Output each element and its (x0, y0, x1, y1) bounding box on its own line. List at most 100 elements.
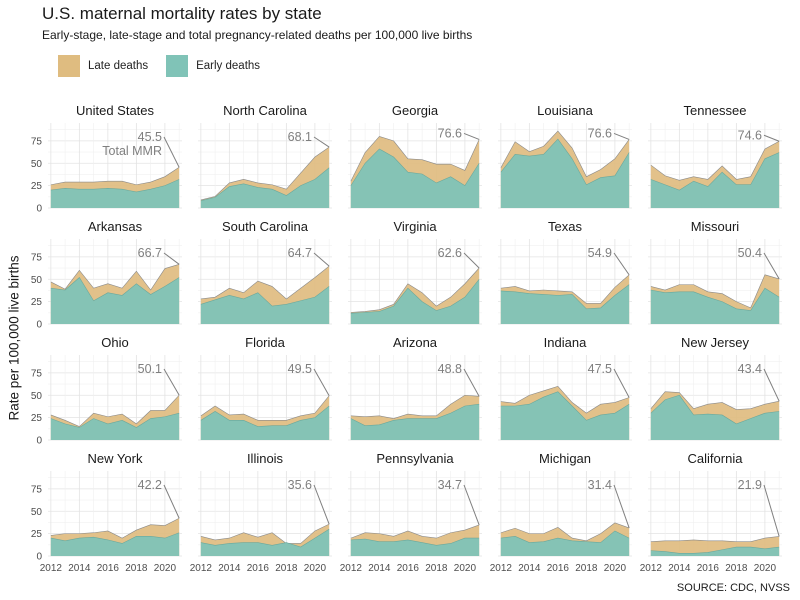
total-line-arkansas (50, 264, 180, 291)
x-tick-label: 2020 (304, 563, 327, 574)
early-line-north-carolina (200, 167, 330, 202)
y-tick-label: 75 (31, 136, 43, 147)
x-tick-label: 2012 (640, 563, 663, 574)
y-tick-label: 0 (36, 320, 42, 331)
total-line-south-carolina (200, 265, 330, 300)
annotation-leader-florida (313, 368, 330, 396)
panel-title-pennsylvania: Pennsylvania (376, 451, 454, 466)
y-tick-label: 50 (31, 507, 43, 518)
y-tick-label: 0 (36, 552, 42, 563)
annotation-leader-virginia (463, 252, 480, 269)
annotation-leader-new-york (163, 484, 180, 519)
panel-title-north-carolina: North Carolina (223, 103, 308, 118)
early-line-ohio (50, 412, 180, 428)
legend-swatch-late (58, 55, 80, 77)
early-line-texas (500, 284, 630, 310)
early-line-illinois (200, 528, 330, 548)
early-deaths-area-tennessee (650, 152, 780, 208)
total-line-new-jersey (650, 391, 780, 410)
annotation-leader-new-jersey (763, 368, 780, 402)
legend-item-late: Late deaths (58, 55, 148, 77)
annotation-value-pennsylvania: 34.7 (438, 478, 462, 492)
panel-title-louisiana: Louisiana (537, 103, 593, 118)
total-line-california (650, 536, 780, 542)
early-deaths-area-arkansas (50, 277, 180, 324)
legend-label-early: Early deaths (196, 60, 261, 72)
legend-swatch-early (166, 55, 189, 77)
early-deaths-area-virginia (350, 279, 480, 324)
total-line-texas (500, 274, 630, 304)
early-line-louisiana (500, 138, 630, 186)
total-line-michigan (500, 522, 630, 542)
early-line-michigan (500, 530, 630, 543)
x-tick-label: 2014 (68, 563, 91, 574)
annotation-value-new-jersey: 43.4 (738, 362, 762, 376)
annotation-leader-louisiana (613, 132, 630, 140)
panel-title-virginia: Virginia (393, 219, 437, 234)
early-deaths-area-michigan (500, 530, 630, 556)
early-line-florida (200, 405, 330, 427)
panel-title-california: California (688, 451, 744, 466)
annotation-leader-texas (613, 252, 630, 276)
chart-subtitle: Early-stage, late-stage and total pregna… (42, 28, 473, 42)
legend: Late deaths Early deaths (58, 55, 278, 77)
annotation-value-arkansas: 66.7 (138, 246, 162, 260)
early-line-missouri (650, 287, 780, 311)
total-line-indiana (500, 385, 630, 414)
annotation-value-south-carolina: 64.7 (288, 246, 312, 260)
early-deaths-area-pennsylvania (350, 538, 480, 556)
early-deaths-area-texas (500, 284, 630, 324)
panel-title-united-states: United States (76, 103, 155, 118)
early-line-california (650, 546, 780, 554)
early-line-tennessee (650, 152, 780, 191)
total-line-united-states (50, 167, 180, 186)
y-tick-label: 25 (31, 529, 43, 540)
total-line-georgia (350, 136, 480, 182)
annotation-value-florida: 49.5 (288, 362, 312, 376)
x-tick-label: 2018 (275, 563, 298, 574)
early-deaths-area-united-states (50, 179, 180, 208)
annotation-leader-california (763, 484, 780, 537)
legend-label-late: Late deaths (88, 60, 149, 72)
early-deaths-area-arizona (350, 404, 480, 440)
panel-title-new-jersey: New Jersey (681, 335, 749, 350)
x-tick-label: 2014 (668, 563, 691, 574)
annotation-value-missouri: 50.4 (738, 246, 762, 260)
x-tick-label: 2016 (97, 563, 120, 574)
early-line-pennsylvania (350, 537, 480, 546)
total-line-new-york (50, 517, 180, 539)
total-line-missouri (650, 274, 780, 309)
annotation-value-virginia: 62.6 (438, 246, 462, 260)
early-deaths-area-missouri (650, 288, 780, 324)
annotation-leader-missouri (763, 252, 780, 280)
total-line-pennsylvania (350, 524, 480, 539)
y-tick-label: 50 (31, 275, 43, 286)
total-line-tennessee (650, 140, 780, 181)
x-tick-label: 2016 (247, 563, 270, 574)
annotation-leader-indiana (613, 368, 630, 398)
y-tick-label: 50 (31, 391, 43, 402)
chart-title: U.S. maternal mortality rates by state (42, 4, 322, 23)
early-deaths-area-louisiana (500, 139, 630, 208)
annotation-leader-georgia (463, 132, 480, 140)
annotation-leader-arkansas (163, 252, 180, 265)
annotation-total-mmr: Total MMR (102, 144, 162, 158)
early-deaths-area-georgia (350, 148, 480, 208)
early-deaths-area-south-carolina (200, 286, 330, 324)
y-tick-label: 0 (36, 436, 42, 447)
early-line-indiana (500, 391, 630, 421)
annotation-value-georgia: 76.6 (438, 126, 462, 140)
early-deaths-area-new-jersey (650, 395, 780, 440)
annotation-leader-michigan (613, 484, 630, 529)
panel-title-georgia: Georgia (392, 103, 439, 118)
annotation-leader-pennsylvania (463, 484, 480, 526)
y-tick-label: 50 (31, 159, 43, 170)
annotation-leader-illinois (313, 484, 330, 525)
panel-title-michigan: Michigan (539, 451, 591, 466)
annotation-leader-ohio (163, 368, 180, 396)
total-line-virginia (350, 267, 480, 313)
panel-title-new-york: New York (88, 451, 143, 466)
x-tick-label: 2016 (397, 563, 420, 574)
panel-title-south-carolina: South Carolina (222, 219, 309, 234)
total-line-arizona (350, 394, 480, 419)
